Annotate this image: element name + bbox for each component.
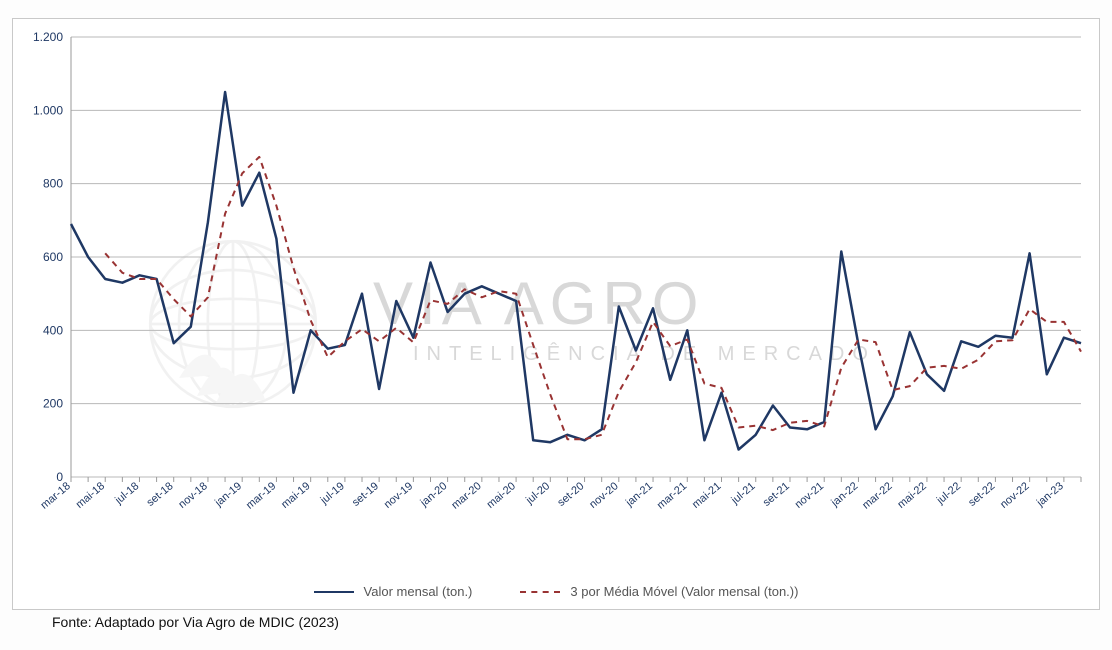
svg-text:jan-20: jan-20 [418, 480, 450, 509]
svg-text:mar-19: mar-19 [244, 480, 278, 512]
legend-label: 3 por Média Móvel (Valor mensal (ton.)) [570, 584, 798, 599]
svg-text:jan-21: jan-21 [623, 480, 655, 509]
svg-text:set-19: set-19 [350, 480, 381, 509]
svg-text:jul-20: jul-20 [523, 480, 552, 507]
svg-text:jan-23: jan-23 [1034, 480, 1066, 509]
svg-text:400: 400 [43, 323, 63, 337]
svg-text:jul-18: jul-18 [112, 480, 141, 507]
svg-text:mai-20: mai-20 [485, 480, 518, 511]
svg-text:mai-22: mai-22 [895, 480, 928, 511]
svg-text:mar-22: mar-22 [860, 480, 894, 512]
svg-text:200: 200 [43, 397, 63, 411]
legend-swatch-solid [314, 591, 354, 593]
svg-text:nov-18: nov-18 [176, 480, 209, 511]
svg-text:mar-20: mar-20 [449, 480, 483, 512]
svg-text:nov-20: nov-20 [587, 480, 620, 511]
line-chart: 02004006008001.0001.200mar-18mai-18jul-1… [13, 19, 1101, 611]
svg-text:nov-19: nov-19 [382, 480, 415, 511]
svg-text:1.000: 1.000 [33, 103, 63, 117]
svg-text:1.200: 1.200 [33, 30, 63, 44]
svg-text:nov-22: nov-22 [998, 480, 1031, 511]
svg-text:mar-21: mar-21 [655, 480, 689, 512]
svg-text:mai-19: mai-19 [279, 480, 312, 511]
svg-text:jul-19: jul-19 [318, 480, 347, 507]
svg-text:800: 800 [43, 177, 63, 191]
legend-swatch-dashed [520, 591, 560, 593]
legend-label: Valor mensal (ton.) [364, 584, 473, 599]
svg-text:jul-21: jul-21 [729, 480, 758, 507]
legend-item-media-movel: 3 por Média Móvel (Valor mensal (ton.)) [520, 584, 798, 599]
svg-text:mai-21: mai-21 [690, 480, 723, 511]
source-note: Fonte: Adaptado por Via Agro de MDIC (20… [52, 614, 339, 630]
chart-legend: Valor mensal (ton.) 3 por Média Móvel (V… [13, 584, 1099, 599]
svg-text:nov-21: nov-21 [793, 480, 826, 511]
svg-text:600: 600 [43, 250, 63, 264]
svg-text:jan-19: jan-19 [212, 480, 244, 509]
svg-text:mar-18: mar-18 [39, 480, 73, 512]
svg-text:set-20: set-20 [555, 480, 586, 509]
svg-text:set-21: set-21 [761, 480, 792, 509]
svg-text:set-22: set-22 [966, 480, 997, 509]
svg-text:jan-22: jan-22 [828, 480, 860, 509]
legend-item-valor-mensal: Valor mensal (ton.) [314, 584, 473, 599]
svg-text:mai-18: mai-18 [74, 480, 107, 511]
svg-text:jul-22: jul-22 [934, 480, 963, 507]
chart-container: VIA AGRO INTELIGÊNCIA DE MERCADO 0200400… [12, 18, 1100, 610]
svg-text:set-18: set-18 [145, 480, 176, 509]
